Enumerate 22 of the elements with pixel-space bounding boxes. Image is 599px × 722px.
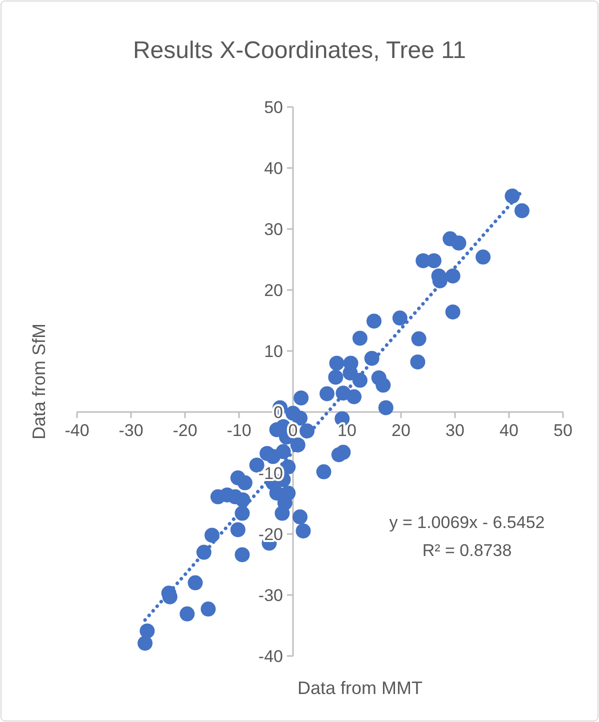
x-tick-label: 20 xyxy=(392,421,410,440)
y-tick-label: 50 xyxy=(264,98,283,117)
x-tick-label: 10 xyxy=(338,421,356,440)
x-tick-label: 30 xyxy=(446,421,464,440)
y-tick-label: 30 xyxy=(264,220,283,239)
y-tick-label: -40 xyxy=(258,647,283,666)
x-tick-label: -20 xyxy=(172,421,198,440)
x-tick-label: 50 xyxy=(554,421,572,440)
y-tick-label: -20 xyxy=(258,525,283,544)
y-axis-title: Data from SfM xyxy=(29,323,49,440)
annotation: y = 1.0069x - 6.5452 xyxy=(389,513,545,532)
y-tick-label: 40 xyxy=(264,159,283,178)
y-tick-label: -30 xyxy=(258,586,283,605)
y-tick-label: 10 xyxy=(264,342,283,361)
x-tick-label: -10 xyxy=(226,421,252,440)
x-tick-label: -40 xyxy=(64,421,90,440)
y-tick-label: 20 xyxy=(264,281,283,300)
x-tick-label: 40 xyxy=(500,421,518,440)
x-tick-label: -30 xyxy=(118,421,144,440)
chart-title: Results X-Coordinates, Tree 11 xyxy=(132,37,466,64)
x-axis-title: Data from MMT xyxy=(297,678,423,698)
annotation: R² = 0.8738 xyxy=(422,541,512,560)
